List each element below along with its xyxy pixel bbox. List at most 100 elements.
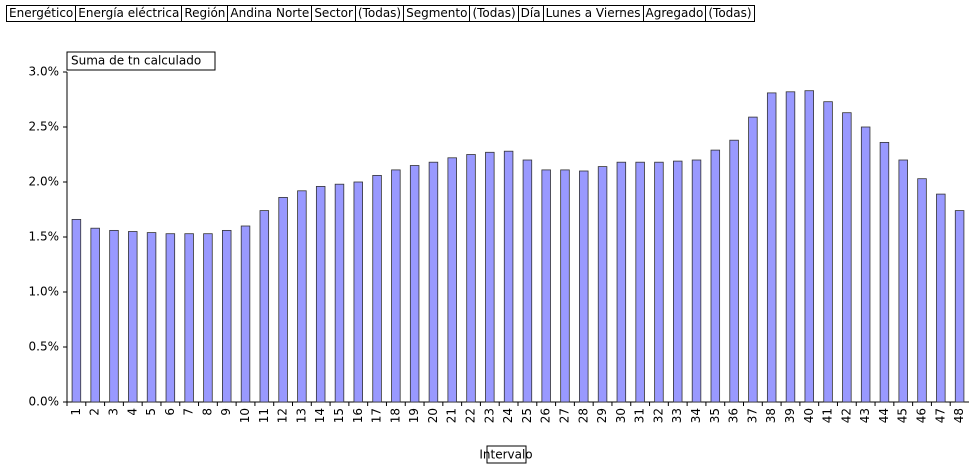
bar — [203, 233, 213, 403]
bar — [673, 160, 683, 403]
bar — [466, 154, 476, 403]
bar — [146, 232, 157, 403]
bar — [334, 183, 345, 403]
bar — [766, 92, 777, 403]
bar — [729, 139, 739, 403]
bar — [372, 174, 382, 403]
x-tick-label: 2 — [88, 408, 102, 416]
x-tick-label: 8 — [200, 408, 214, 416]
x-axis-title: Intervalo — [479, 448, 532, 462]
y-tick-label: 2.0% — [29, 175, 60, 189]
bar — [522, 159, 533, 403]
x-tick-label: 15 — [332, 408, 346, 423]
bar — [579, 170, 589, 403]
x-tick-label: 42 — [839, 408, 853, 423]
y-tick-label: 2.5% — [29, 120, 60, 134]
x-tick-label: 7 — [182, 408, 196, 416]
x-tick-label: 9 — [219, 408, 233, 416]
x-tick-label: 33 — [670, 408, 684, 423]
bar — [409, 165, 420, 403]
bar — [315, 185, 326, 403]
x-tick-label: 23 — [482, 408, 496, 423]
bar — [485, 151, 495, 403]
bar — [165, 233, 176, 403]
x-tick-label: 44 — [877, 408, 891, 423]
x-tick-label: 41 — [821, 408, 835, 423]
x-tick-label: 26 — [539, 408, 553, 423]
y-tick-label: 1.5% — [29, 230, 60, 244]
bar — [222, 229, 232, 403]
bar — [560, 169, 570, 403]
x-tick-label: 5 — [144, 408, 158, 416]
bar — [954, 210, 965, 403]
x-tick-label: 27 — [557, 408, 571, 423]
bar — [879, 141, 890, 403]
x-tick-label: 18 — [388, 408, 402, 423]
filter-value[interactable]: (Todas) — [705, 5, 755, 22]
bar — [503, 150, 514, 403]
bar — [823, 101, 833, 403]
x-tick-label: 29 — [595, 408, 609, 423]
y-tick-label: 1.0% — [29, 285, 60, 299]
x-tick-label: 21 — [445, 408, 459, 423]
x-tick-label: 38 — [764, 408, 778, 423]
x-tick-label: 28 — [576, 408, 590, 423]
x-tick-label: 11 — [257, 408, 271, 423]
x-tick-label: 13 — [294, 408, 308, 423]
bar — [691, 159, 702, 403]
x-tick-label: 37 — [745, 408, 759, 423]
bar — [597, 166, 608, 403]
data-label: Suma de tn calculado — [71, 54, 201, 68]
x-tick-label: 46 — [915, 408, 929, 423]
x-tick-label: 6 — [163, 408, 177, 416]
x-tick-label: 43 — [858, 408, 872, 423]
y-tick-label: 0.5% — [29, 340, 60, 354]
x-tick-label: 34 — [689, 408, 703, 423]
bar — [90, 227, 100, 403]
filter-bar: Energético Energía eléctrica Región Andina … — [6, 5, 755, 22]
bar — [917, 178, 927, 403]
bar — [748, 116, 758, 403]
x-tick-label: 40 — [802, 408, 816, 423]
x-tick-label: 14 — [313, 408, 327, 423]
bar — [804, 90, 814, 403]
x-tick-label: 20 — [426, 408, 440, 423]
x-tick-label: 39 — [783, 408, 797, 423]
x-tick-label: 3 — [106, 408, 120, 416]
y-tick-label: 3.0% — [29, 65, 60, 79]
x-tick-label: 17 — [370, 408, 384, 423]
bar — [785, 91, 796, 403]
bar — [447, 157, 457, 403]
x-tick-label: 45 — [896, 408, 910, 423]
x-tick-label: 32 — [651, 408, 665, 423]
bar — [278, 196, 288, 403]
x-tick-label: 30 — [614, 408, 628, 423]
data-label-box — [66, 51, 216, 71]
x-tick-label: 31 — [633, 408, 647, 423]
bar — [297, 190, 307, 403]
x-tick-label: 12 — [276, 408, 290, 423]
x-tick-label: 10 — [238, 408, 252, 423]
x-tick-label: 22 — [464, 408, 478, 423]
x-tick-label: 16 — [351, 408, 365, 423]
bar — [616, 161, 627, 403]
bar — [128, 231, 138, 403]
bar — [240, 225, 251, 403]
bar — [541, 169, 551, 403]
x-label-box — [486, 445, 527, 464]
x-tick-label: 48 — [952, 408, 966, 423]
x-tick-label: 19 — [407, 408, 421, 423]
bar — [259, 210, 270, 403]
x-tick-label: 1 — [69, 408, 83, 416]
y-tick-label: 0.0% — [29, 395, 60, 409]
bar — [353, 181, 363, 403]
x-tick-label: 4 — [125, 408, 139, 416]
x-tick-label: 36 — [727, 408, 741, 423]
bar — [391, 169, 401, 403]
bar — [842, 112, 852, 403]
bar — [936, 193, 946, 403]
bar — [184, 233, 194, 403]
x-tick-label: 47 — [933, 408, 947, 423]
